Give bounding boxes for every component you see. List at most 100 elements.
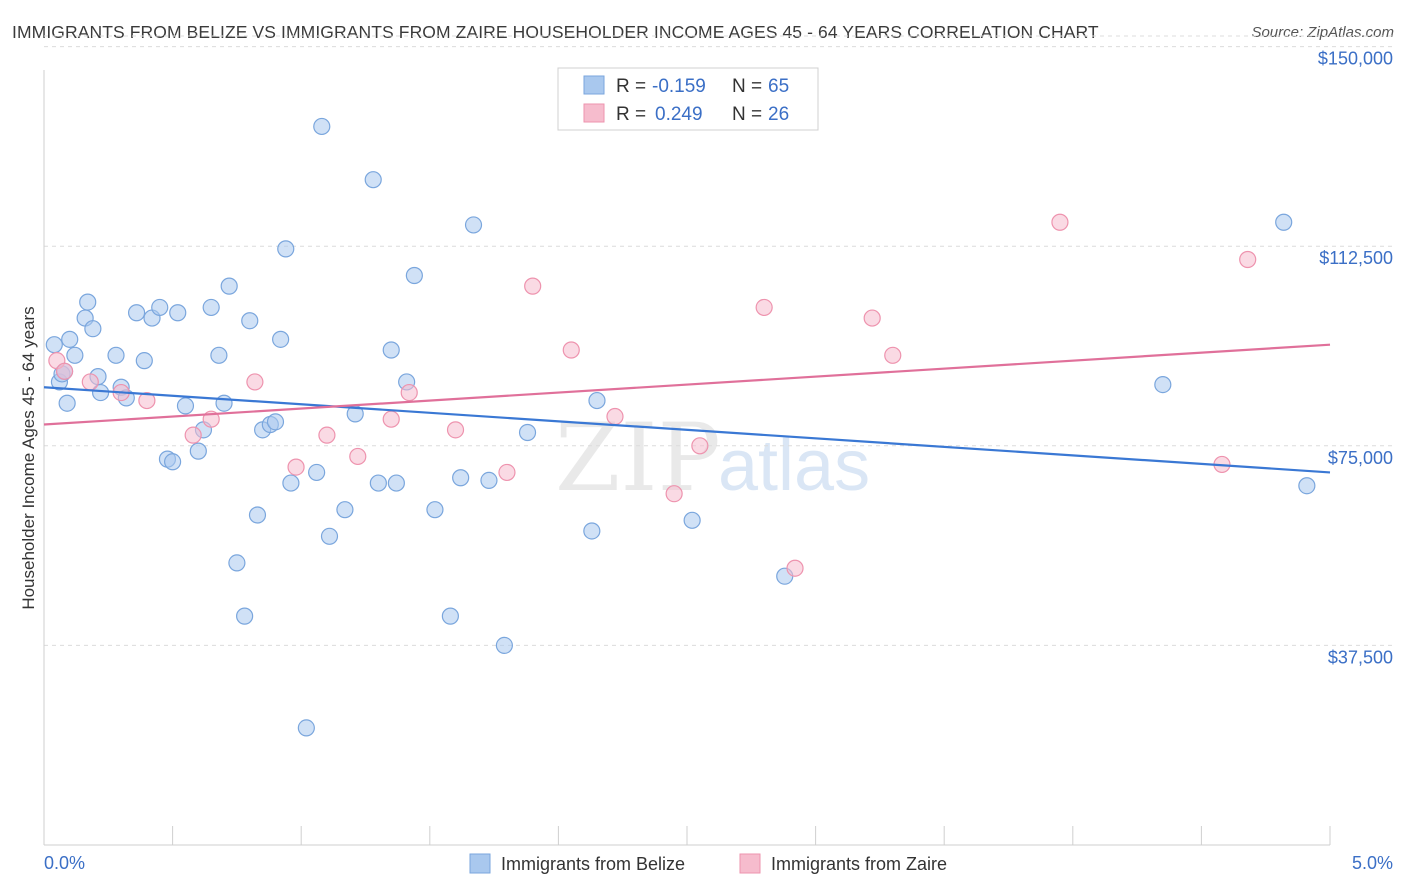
- zaire-point: [884, 346, 902, 364]
- zaire-point: [863, 309, 881, 327]
- belize-point: [189, 442, 207, 460]
- legend-n-label-belize: N =: [732, 76, 762, 97]
- belize-point: [210, 346, 228, 364]
- zaire-point: [138, 391, 156, 410]
- trendline-belize: [43, 386, 1331, 474]
- belize-point: [369, 474, 387, 492]
- zaire-point: [55, 362, 74, 380]
- chart-source: Source: ZipAtlas.com: [1251, 24, 1394, 41]
- belize-point: [426, 501, 444, 519]
- zaire-point: [382, 410, 400, 428]
- x-tick-label-max: 5.0%: [1352, 853, 1393, 873]
- legend-n-label-zaire: N =: [732, 104, 762, 125]
- y-tick-label: $112,500: [1319, 248, 1393, 268]
- zaire-point: [498, 463, 516, 482]
- x-ticks: [43, 826, 1331, 845]
- belize-point: [220, 277, 238, 295]
- legend-n-value-belize: 65: [768, 76, 789, 97]
- belize-point: [320, 527, 339, 545]
- legend-r-label-zaire: R =: [616, 104, 646, 125]
- belize-point: [588, 391, 606, 410]
- belize-point: [1298, 477, 1316, 495]
- watermark: ZIP atlas: [555, 404, 870, 513]
- belize-point: [266, 413, 285, 431]
- x-tick-label-min: 0.0%: [44, 853, 85, 873]
- belize-point: [127, 304, 146, 322]
- belize-point: [313, 117, 331, 136]
- belize-point: [480, 471, 498, 490]
- belize-point: [176, 397, 195, 415]
- legend: R = -0.159 N = 65 R = 0.249 N = 26: [557, 67, 819, 131]
- legend-n-value-zaire: 26: [768, 104, 789, 125]
- legend-swatch-zaire: [583, 103, 605, 123]
- bottom-legend: Immigrants from Belize Immigrants from Z…: [469, 853, 947, 874]
- belize-point: [45, 336, 63, 354]
- zaire-point: [446, 421, 465, 439]
- zaire-point: [665, 485, 683, 503]
- belize-point: [236, 607, 254, 625]
- legend-r-value-belize: -0.159: [652, 76, 706, 97]
- bottom-legend-label-zaire: Immigrants from Zaire: [771, 854, 947, 874]
- bottom-legend-swatch-belize: [469, 853, 491, 874]
- y-tick-label: $150,000: [1318, 49, 1393, 69]
- belize-point: [1154, 375, 1172, 394]
- belize-point: [215, 394, 233, 412]
- belize-point: [495, 636, 513, 655]
- zaire-point: [562, 341, 580, 359]
- zaire-point: [606, 407, 624, 426]
- belize-point: [1275, 213, 1293, 231]
- belize-point: [518, 423, 537, 442]
- belize-point: [297, 719, 315, 737]
- belize-point: [336, 501, 354, 519]
- zaire-point: [1051, 213, 1069, 231]
- trendline-zaire: [43, 343, 1331, 426]
- belize-point: [61, 330, 79, 348]
- belize-point: [441, 607, 459, 625]
- chart-title: IMMIGRANTS FROM BELIZE VS IMMIGRANTS FRO…: [12, 22, 1099, 42]
- belize-point: [66, 346, 84, 364]
- belize-point: [308, 463, 326, 482]
- belize-point: [248, 506, 267, 524]
- y-tick-label: $75,000: [1328, 448, 1393, 468]
- zaire-point: [318, 426, 336, 444]
- belize-point: [382, 341, 400, 359]
- belize-point: [464, 216, 483, 234]
- zaire-point: [400, 383, 418, 402]
- belize-point: [387, 474, 405, 492]
- belize-point: [272, 330, 290, 348]
- zaire-point: [246, 373, 264, 391]
- belize-point: [79, 293, 97, 311]
- zaire-point: [1239, 250, 1257, 269]
- belize-point: [135, 352, 153, 370]
- zaire-point: [81, 373, 99, 391]
- legend-r-label-belize: R =: [616, 76, 646, 97]
- bottom-legend-label-belize: Immigrants from Belize: [501, 854, 685, 874]
- belize-point: [364, 171, 382, 189]
- belize-point: [241, 312, 259, 330]
- belize-point: [84, 320, 102, 338]
- belize-point: [164, 453, 182, 471]
- belize-point: [405, 266, 423, 285]
- belize-point: [58, 394, 76, 412]
- series-zaire-points: [48, 213, 1257, 577]
- zaire-point: [691, 437, 709, 455]
- zaire-point: [349, 447, 367, 466]
- belize-point: [107, 346, 125, 364]
- y-tick-labels: $37,500 $75,000 $112,500 $150,000: [1318, 49, 1393, 668]
- belize-point: [151, 298, 169, 317]
- trendlines: [43, 343, 1331, 474]
- bottom-legend-swatch-zaire: [739, 853, 761, 874]
- zaire-point: [755, 298, 773, 317]
- zaire-point: [524, 277, 542, 295]
- belize-point: [683, 511, 701, 529]
- belize-point: [277, 240, 295, 258]
- belize-point: [202, 298, 220, 317]
- y-axis-label: Householder Income Ages 45 - 64 years: [19, 306, 38, 609]
- belize-point: [228, 554, 246, 572]
- belize-point: [583, 522, 601, 540]
- belize-point: [169, 304, 187, 322]
- belize-point: [282, 474, 300, 492]
- watermark-zip: ZIP: [555, 404, 721, 513]
- zaire-point: [786, 559, 804, 577]
